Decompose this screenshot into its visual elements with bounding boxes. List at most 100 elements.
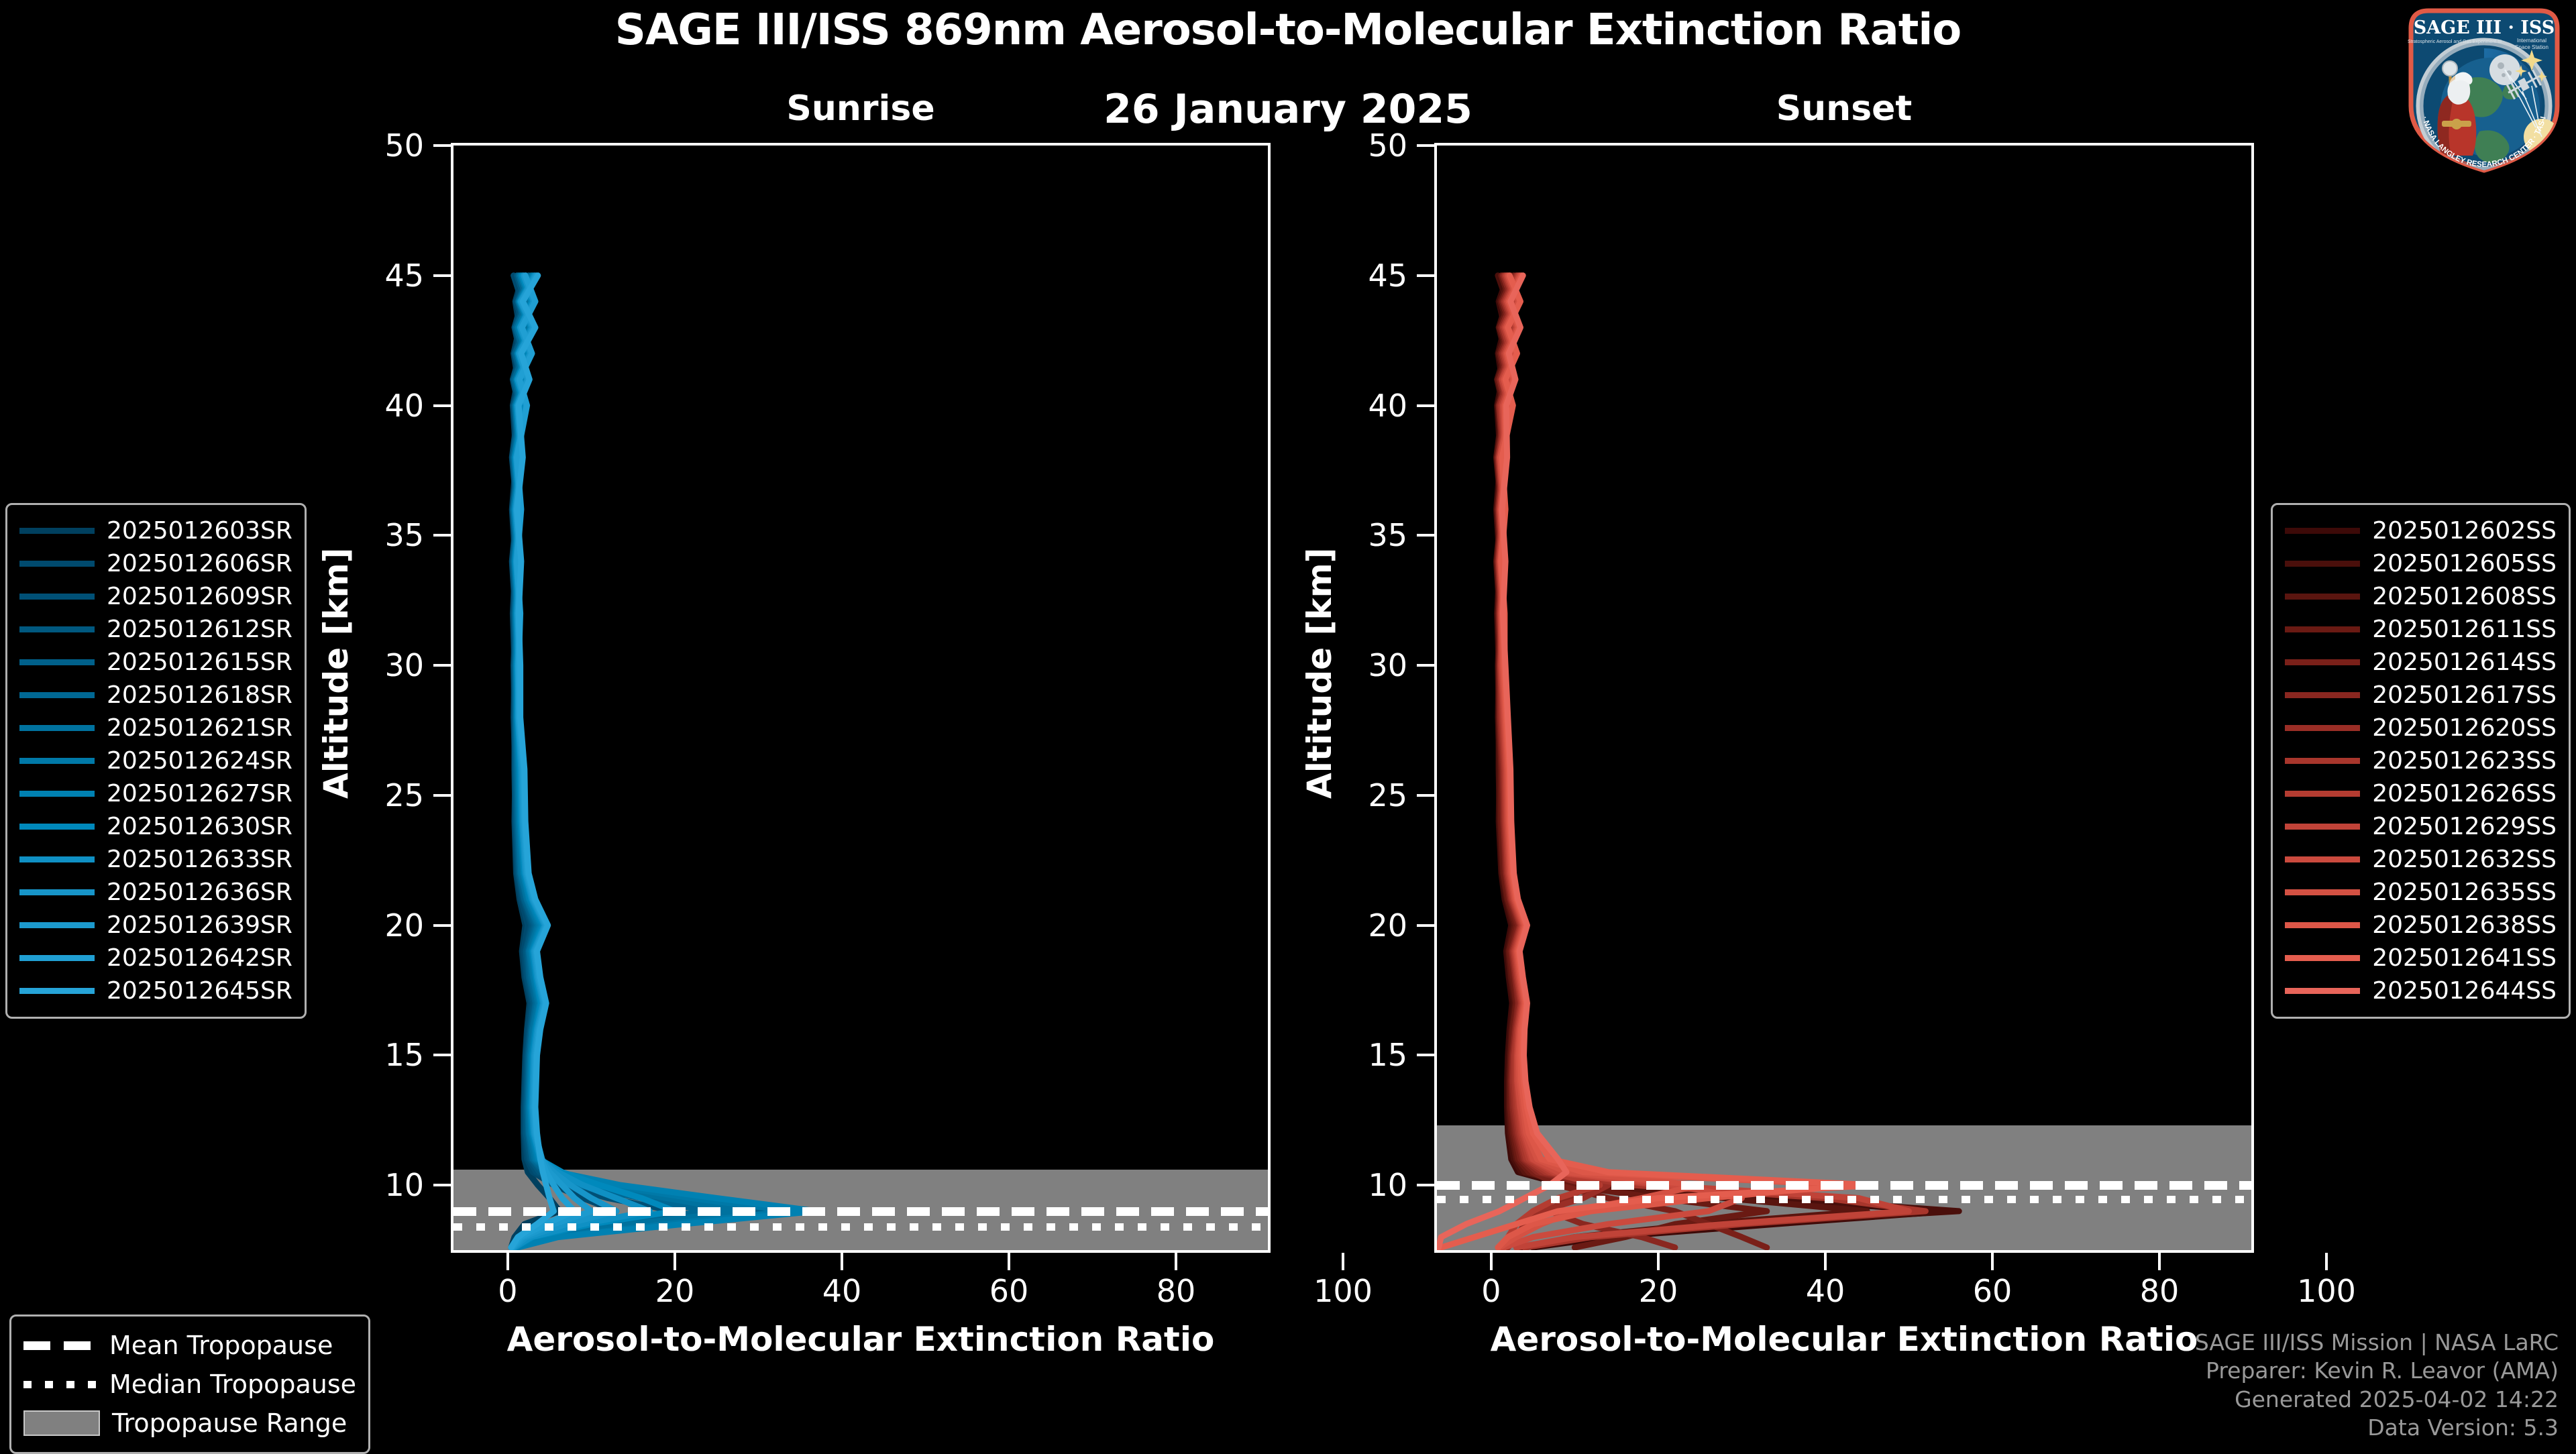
legend-sunrise-item[interactable]: 2025012621SR (19, 712, 292, 744)
y-tick (433, 924, 451, 927)
series-line (1496, 272, 1603, 1250)
legend-sunset-item[interactable]: 2025012638SS (2285, 909, 2557, 942)
series-color-swatch-icon (2285, 791, 2361, 797)
legend-sunrise-item[interactable]: 2025012636SR (19, 876, 292, 909)
legend-sunset-item[interactable]: 2025012632SS (2285, 843, 2557, 876)
legend-sunrise-item[interactable]: 2025012627SR (19, 777, 292, 810)
legend-sunrise-item[interactable]: 2025012612SR (19, 613, 292, 646)
legend-sunrise[interactable]: 2025012603SR 2025012606SR 2025012609SR 2025… (5, 503, 307, 1019)
legend-sunrise-item[interactable]: 2025012606SR (19, 547, 292, 580)
legend-sunset-item[interactable]: 2025012617SS (2285, 679, 2557, 712)
legend-sunset-item[interactable]: 2025012641SS (2285, 942, 2557, 974)
legend-item-mean-tropopause[interactable]: Mean Tropopause (23, 1326, 356, 1365)
legend-sunset-item[interactable]: 2025012635SS (2285, 876, 2557, 909)
x-tick-label: 20 (1638, 1273, 1678, 1309)
series-color-swatch-icon (19, 594, 95, 600)
legend-item-tropopause-range[interactable]: Tropopause Range (23, 1404, 356, 1443)
y-tick (1417, 404, 1434, 407)
series-canvas-sunset (1437, 272, 1962, 1250)
series-legend-label: 2025012626SS (2372, 780, 2557, 807)
legend-sunrise-item[interactable]: 2025012630SR (19, 810, 292, 843)
panel-caption-sunset: Sunset (1776, 89, 1913, 129)
legend-sunset-item[interactable]: 2025012614SS (2285, 646, 2557, 679)
series-line (1493, 272, 1962, 1250)
legend-sunset[interactable]: 2025012602SS 2025012605SS 2025012608SS 2025… (2271, 503, 2571, 1019)
x-tick-label: 100 (2297, 1273, 2356, 1309)
series-line (509, 272, 787, 1250)
legend-sunset-item[interactable]: 2025012623SS (2285, 744, 2557, 777)
legend-item-median-tropopause[interactable]: Median Tropopause (23, 1365, 356, 1404)
y-tick-label: 30 (384, 647, 424, 684)
x-tick-label: 60 (1972, 1273, 2012, 1309)
series-color-swatch-icon (2285, 659, 2361, 665)
x-tick (1175, 1253, 1178, 1270)
legend-sunrise-item[interactable]: 2025012642SR (19, 942, 292, 974)
x-axis-title: Aerosol-to-Molecular Extinction Ratio (1490, 1320, 2198, 1359)
series-legend-label: 2025012605SS (2372, 550, 2557, 577)
median-tropopause-line (1437, 1195, 2251, 1203)
x-tick (2325, 1253, 2328, 1270)
x-tick-label: 0 (1481, 1273, 1501, 1309)
series-canvas-sunrise (508, 272, 820, 1250)
series-color-swatch-icon (2285, 725, 2361, 731)
legend-sunrise-item[interactable]: 2025012624SR (19, 744, 292, 777)
series-line (1493, 272, 1954, 1250)
legend-sunrise-item[interactable]: 2025012615SR (19, 646, 292, 679)
y-tick (1417, 793, 1434, 797)
y-tick-label: 40 (384, 387, 424, 424)
y-tick-label: 20 (1368, 907, 1407, 944)
x-tick (506, 1253, 509, 1270)
legend-sunset-item[interactable]: 2025012626SS (2285, 777, 2557, 810)
series-legend-label: 2025012635SS (2372, 879, 2557, 906)
series-legend-label: 2025012621SR (107, 714, 292, 742)
x-tick (840, 1253, 843, 1270)
legend-sunset-item[interactable]: 2025012605SS (2285, 547, 2557, 580)
legend-tropopause[interactable]: Mean Tropopause Median Tropopause Tropop… (9, 1315, 370, 1454)
series-line (1437, 272, 1570, 1250)
mean-tropopause-swatch-icon (23, 1341, 97, 1350)
series-line (511, 272, 745, 1250)
series-legend-label: 2025012623SS (2372, 747, 2557, 775)
x-tick (1656, 1253, 1660, 1270)
series-color-swatch-icon (2285, 528, 2361, 534)
series-color-swatch-icon (19, 824, 95, 830)
legend-sunset-item[interactable]: 2025012611SS (2285, 613, 2557, 646)
series-line (512, 272, 678, 1250)
legend-sunset-item[interactable]: 2025012602SS (2285, 514, 2557, 547)
x-tick-label: 80 (1156, 1273, 1196, 1309)
series-line (508, 272, 557, 1250)
x-tick-label: 100 (1313, 1273, 1373, 1309)
series-color-swatch-icon (19, 528, 95, 534)
legend-sunset-item[interactable]: 2025012629SS (2285, 810, 2557, 843)
y-tick (433, 664, 451, 667)
series-line (511, 272, 712, 1250)
y-tick-label: 15 (1368, 1037, 1407, 1074)
series-legend-label: 2025012609SR (107, 583, 292, 610)
series-color-swatch-icon (2285, 988, 2361, 994)
series-line (1495, 272, 1770, 1250)
series-color-swatch-icon (2285, 922, 2361, 928)
series-color-swatch-icon (19, 692, 95, 698)
logo-subtitle-right-1: International (2517, 38, 2546, 44)
legend-label-median: Median Tropopause (109, 1369, 356, 1399)
y-tick-label: 25 (384, 777, 424, 814)
y-tick (1417, 1184, 1434, 1187)
series-line (1494, 272, 1770, 1250)
legend-sunrise-item[interactable]: 2025012603SR (19, 514, 292, 547)
median-tropopause-swatch-icon (23, 1380, 97, 1388)
legend-sunset-item[interactable]: 2025012644SS (2285, 974, 2557, 1007)
legend-sunset-item[interactable]: 2025012608SS (2285, 580, 2557, 613)
legend-sunrise-item[interactable]: 2025012609SR (19, 580, 292, 613)
y-axis-title: Altitude [km] (317, 547, 356, 799)
legend-sunrise-item[interactable]: 2025012639SR (19, 909, 292, 942)
series-legend-label: 2025012608SS (2372, 583, 2557, 610)
series-legend-label: 2025012641SS (2372, 944, 2557, 972)
legend-sunrise-item[interactable]: 2025012633SR (19, 843, 292, 876)
series-color-swatch-icon (19, 561, 95, 567)
legend-sunrise-item[interactable]: 2025012645SR (19, 974, 292, 1007)
y-tick (433, 404, 451, 407)
series-legend-label: 2025012611SS (2372, 616, 2557, 643)
legend-sunset-item[interactable]: 2025012620SS (2285, 712, 2557, 744)
x-axis-title: Aerosol-to-Molecular Extinction Ratio (506, 1320, 1215, 1359)
legend-sunrise-item[interactable]: 2025012618SR (19, 679, 292, 712)
